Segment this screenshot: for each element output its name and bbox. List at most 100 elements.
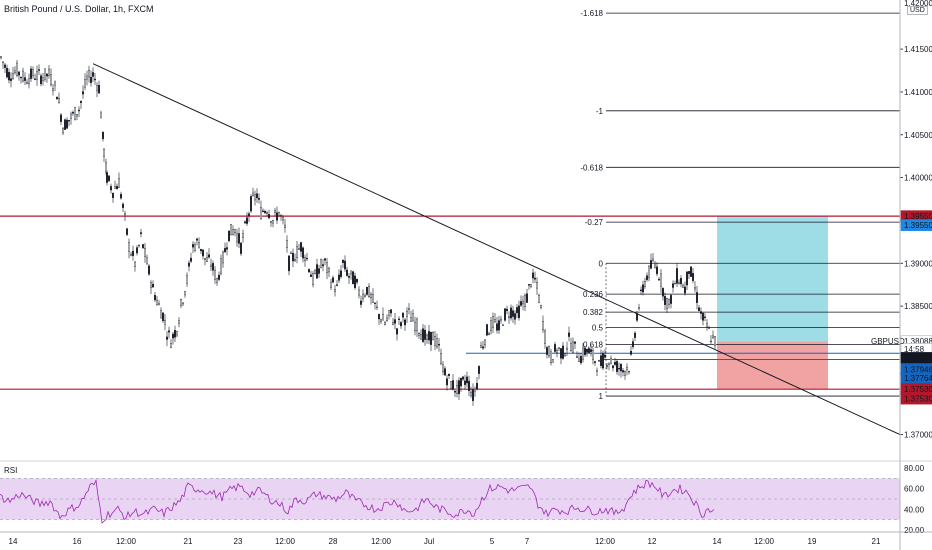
time-tick-label: 12 bbox=[648, 537, 657, 546]
candle-body bbox=[424, 329, 426, 340]
candle-body bbox=[400, 322, 402, 327]
candle-body bbox=[304, 257, 306, 261]
time-tick-label: Jul bbox=[424, 537, 434, 546]
candle-body bbox=[234, 229, 236, 233]
rsi-pane: 80.00 60.00 40.00 20.00 bbox=[0, 464, 925, 535]
candle-body bbox=[410, 317, 412, 322]
candle-body bbox=[174, 330, 176, 338]
candle-body bbox=[666, 298, 668, 309]
time-axis[interactable]: 14 16 12:00 21 23 12:00 28 12:00 Jul 5 7 12:00 12 14 1… bbox=[9, 537, 881, 546]
candle-body bbox=[446, 378, 448, 386]
candle-body bbox=[432, 331, 434, 341]
fib-level-label: -0.618 bbox=[580, 163, 603, 172]
candle-body bbox=[440, 353, 442, 364]
candle-body bbox=[540, 305, 542, 308]
rsi-tick-label: 20.00 bbox=[904, 526, 925, 535]
candle-body bbox=[124, 213, 126, 215]
candle-body bbox=[704, 316, 706, 318]
candle-body bbox=[620, 364, 622, 372]
candle-body bbox=[164, 320, 166, 325]
candle-body bbox=[570, 343, 572, 351]
candle-body bbox=[84, 79, 86, 88]
candle-body bbox=[30, 68, 32, 79]
candle-body bbox=[260, 207, 262, 220]
candle-body bbox=[316, 264, 318, 279]
candle-body bbox=[156, 299, 158, 305]
candle-body bbox=[226, 247, 228, 250]
candle-body bbox=[16, 62, 18, 76]
candle-body bbox=[240, 242, 242, 254]
candle-body bbox=[536, 282, 538, 289]
candle-body bbox=[68, 119, 70, 122]
candle-body bbox=[496, 323, 498, 331]
price-tick-label: 1.40000 bbox=[904, 174, 932, 183]
candle-body bbox=[74, 107, 76, 121]
candle-body bbox=[328, 267, 330, 273]
candle-body bbox=[144, 247, 146, 257]
candle-body bbox=[178, 320, 180, 324]
candle-body bbox=[508, 316, 510, 318]
candle-body bbox=[170, 343, 172, 348]
candle-body bbox=[406, 310, 408, 317]
candle-body bbox=[200, 248, 202, 252]
trendline[interactable] bbox=[92, 63, 901, 436]
time-tick-label: 28 bbox=[329, 537, 338, 546]
candle-body bbox=[332, 277, 334, 283]
candle-body bbox=[476, 382, 478, 390]
candle-body bbox=[216, 278, 218, 283]
candle-body bbox=[98, 85, 100, 94]
candle-body bbox=[322, 264, 324, 267]
candle-body bbox=[714, 336, 716, 346]
candle-body bbox=[2, 61, 4, 64]
candle-body bbox=[538, 295, 540, 303]
candle-body bbox=[324, 258, 326, 261]
candle-body bbox=[196, 238, 198, 241]
price-label-text: 1.37764 bbox=[904, 374, 932, 383]
candle-body bbox=[180, 299, 182, 306]
candle-body bbox=[118, 178, 120, 188]
candle-body bbox=[398, 318, 400, 320]
candle-body bbox=[50, 74, 52, 86]
take-profit-zone bbox=[717, 216, 828, 342]
candle-body bbox=[286, 240, 288, 248]
candle-body bbox=[42, 77, 44, 81]
symbol-tag: GBPUSD bbox=[871, 337, 905, 346]
candle-body bbox=[352, 271, 354, 285]
candle-body bbox=[60, 114, 62, 122]
candle-body bbox=[574, 341, 576, 344]
price-tick-label: 1.38500 bbox=[904, 302, 932, 311]
candle-body bbox=[300, 242, 302, 252]
candle-body bbox=[700, 311, 702, 314]
price-label-text: 1.39550 bbox=[904, 221, 932, 230]
candle-body bbox=[660, 273, 662, 287]
candle-body bbox=[460, 377, 462, 387]
candle-body bbox=[554, 344, 556, 352]
candle-body bbox=[710, 340, 712, 343]
candle-body bbox=[396, 328, 398, 335]
candle-body bbox=[202, 249, 204, 257]
candle-body bbox=[382, 313, 384, 321]
candle-body bbox=[14, 70, 16, 74]
candle-body bbox=[596, 370, 598, 372]
candle-body bbox=[130, 253, 132, 256]
candle-body bbox=[598, 360, 600, 362]
candle-body bbox=[492, 316, 494, 329]
candle-body bbox=[72, 111, 74, 114]
candle-body bbox=[46, 73, 48, 77]
candle-body bbox=[32, 69, 34, 76]
candle-body bbox=[428, 331, 430, 341]
rsi-tick-label: 40.00 bbox=[904, 505, 925, 514]
candle-body bbox=[566, 347, 568, 350]
candle-body bbox=[160, 310, 162, 319]
candle-body bbox=[606, 365, 608, 367]
currency-badge[interactable]: USD bbox=[907, 6, 928, 15]
candle-body bbox=[680, 278, 682, 285]
candle-body bbox=[556, 349, 558, 354]
price-label-text: 1.37946 bbox=[904, 365, 932, 374]
candle-body bbox=[176, 331, 178, 336]
candle-body bbox=[190, 257, 192, 262]
candle-body bbox=[494, 319, 496, 322]
candle-body bbox=[278, 211, 280, 216]
candle-body bbox=[126, 228, 128, 235]
